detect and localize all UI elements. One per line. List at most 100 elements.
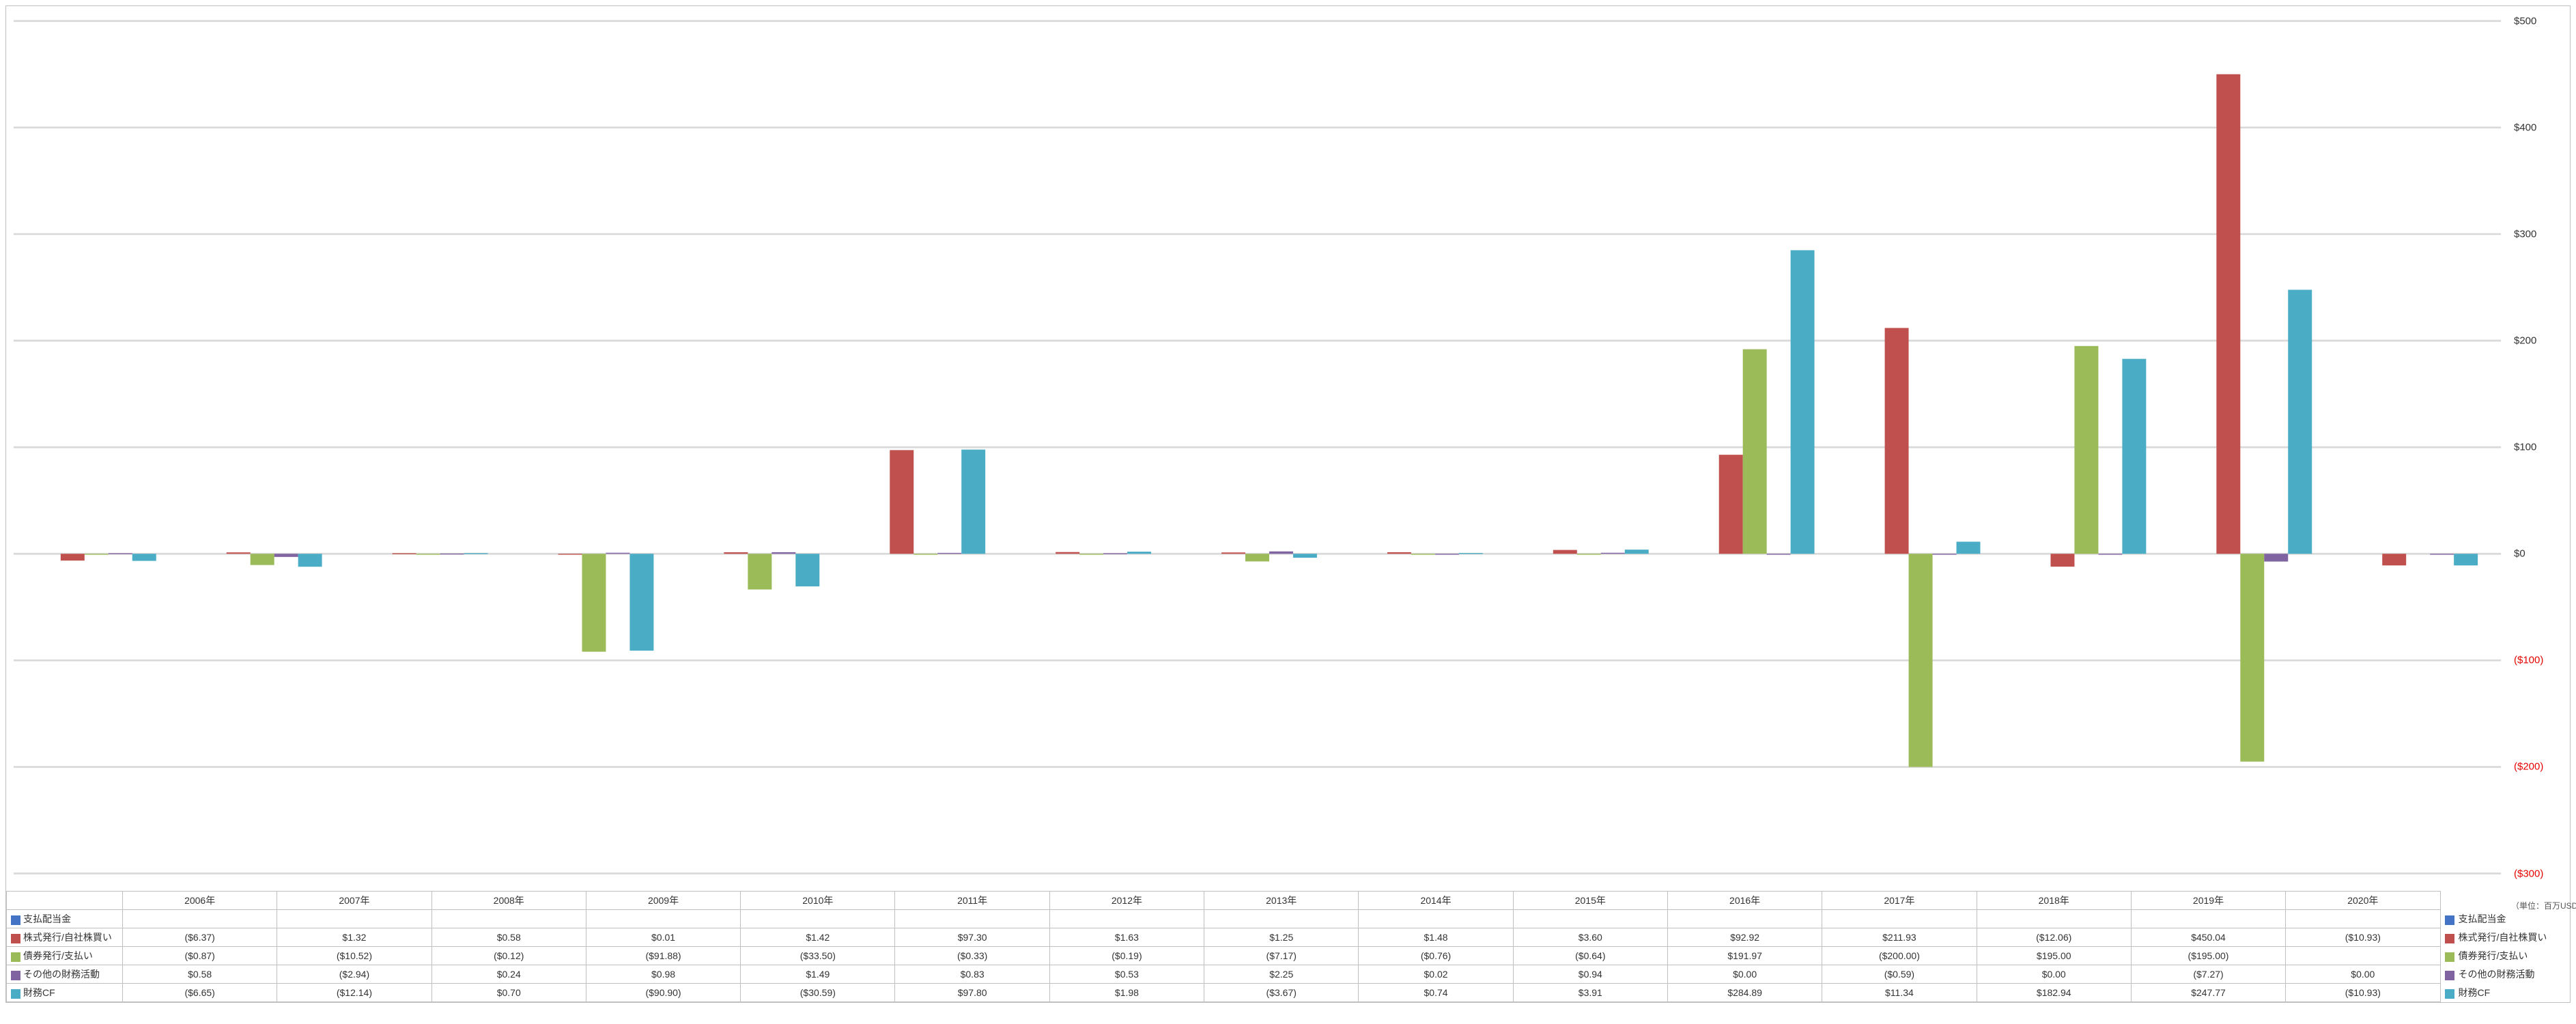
y-axis: （単位：百万USD） $500$400$300$200$100$0($100)(…	[2508, 6, 2570, 888]
dividends-swatch	[11, 915, 20, 925]
data-cell: ($10.93)	[2286, 928, 2440, 947]
legend-item: 支払配当金	[2440, 910, 2570, 928]
table-header-row: 2006年2007年2008年2009年2010年2011年2012年2013年…	[7, 892, 2571, 910]
row-label: 債券発行/支払い	[23, 950, 93, 961]
table-row: 支払配当金 支払配当金	[7, 910, 2571, 928]
data-cell: $3.60	[1513, 928, 1667, 947]
data-cell: $0.70	[431, 984, 586, 1002]
table-row: 株式発行/自社株買い($6.37)$1.32$0.58$0.01$1.42$97…	[7, 928, 2571, 947]
column-header: 2007年	[277, 892, 431, 910]
column-header: 2014年	[1359, 892, 1513, 910]
y-tick-label: $500	[2514, 15, 2536, 27]
data-cell: $1.98	[1049, 984, 1204, 1002]
column-header: 2016年	[1667, 892, 1822, 910]
data-cell: ($30.59)	[741, 984, 895, 1002]
data-cell: ($0.12)	[431, 947, 586, 965]
data-cell	[2286, 910, 2440, 928]
data-cell: ($0.64)	[1513, 947, 1667, 965]
data-cell: ($7.17)	[1204, 947, 1359, 965]
data-table: 2006年2007年2008年2009年2010年2011年2012年2013年…	[6, 891, 2570, 1002]
column-header: 2010年	[741, 892, 895, 910]
data-cell	[123, 910, 277, 928]
data-cell	[895, 910, 1049, 928]
column-header: 2013年	[1204, 892, 1359, 910]
column-header: 2017年	[1822, 892, 1977, 910]
equity-legend-swatch	[2445, 934, 2454, 943]
data-cell: $2.25	[1204, 965, 1359, 984]
legend-label: その他の財務活動	[2459, 969, 2535, 980]
data-cell	[1822, 910, 1977, 928]
column-header: 2011年	[895, 892, 1049, 910]
data-cell: $0.98	[586, 965, 740, 984]
row-label: その他の財務活動	[23, 969, 100, 980]
data-cell: $0.01	[586, 928, 740, 947]
y-tick-label: $100	[2514, 442, 2536, 453]
unit-label: （単位：百万USD）	[2511, 900, 2576, 911]
data-cell: $0.00	[1667, 965, 1822, 984]
data-cell: $97.80	[895, 984, 1049, 1002]
data-cell: $1.42	[741, 928, 895, 947]
column-header: 2015年	[1513, 892, 1667, 910]
data-cell: $211.93	[1822, 928, 1977, 947]
data-cell	[1513, 910, 1667, 928]
fincf-swatch	[11, 989, 20, 999]
data-cell: $1.25	[1204, 928, 1359, 947]
data-cell: ($7.27)	[2131, 965, 2285, 984]
row-label: 株式発行/自社株買い	[23, 932, 112, 943]
column-header: 2018年	[1977, 892, 2131, 910]
data-cell: ($12.06)	[1977, 928, 2131, 947]
equity-swatch	[11, 934, 20, 943]
data-cell: $11.34	[1822, 984, 1977, 1002]
data-cell: $1.32	[277, 928, 431, 947]
column-header: 2019年	[2131, 892, 2285, 910]
row-label: 支払配当金	[23, 913, 71, 924]
data-cell	[1359, 910, 1513, 928]
legend-label: 債券発行/支払い	[2459, 950, 2528, 961]
data-cell: $1.49	[741, 965, 895, 984]
data-cell: ($10.52)	[277, 947, 431, 965]
bar-chart-svg	[6, 6, 2508, 888]
data-cell: $0.74	[1359, 984, 1513, 1002]
column-header: 2008年	[431, 892, 586, 910]
data-cell: $191.97	[1667, 947, 1822, 965]
debt-swatch	[11, 952, 20, 962]
y-tick-label: $0	[2514, 548, 2525, 560]
data-cell	[277, 910, 431, 928]
table-corner	[7, 892, 123, 910]
data-cell: ($3.67)	[1204, 984, 1359, 1002]
data-cell	[2286, 947, 2440, 965]
data-cell: ($2.94)	[277, 965, 431, 984]
data-cell: ($6.65)	[123, 984, 277, 1002]
y-tick-label: ($100)	[2514, 655, 2543, 666]
data-cell: ($90.90)	[586, 984, 740, 1002]
data-cell: $182.94	[1977, 984, 2131, 1002]
data-cell: ($200.00)	[1822, 947, 1977, 965]
column-header: 2012年	[1049, 892, 1204, 910]
row-header: その他の財務活動	[7, 965, 123, 984]
data-cell: $1.63	[1049, 928, 1204, 947]
table-row: その他の財務活動$0.58($2.94)$0.24$0.98$1.49$0.83…	[7, 965, 2571, 984]
data-cell	[1204, 910, 1359, 928]
other-legend-swatch	[2445, 971, 2454, 980]
data-cell: ($6.37)	[123, 928, 277, 947]
y-tick-label: $400	[2514, 122, 2536, 133]
data-cell: ($195.00)	[2131, 947, 2285, 965]
data-cell: $3.91	[1513, 984, 1667, 1002]
data-cell: $0.53	[1049, 965, 1204, 984]
data-cell: $0.58	[123, 965, 277, 984]
data-cell: $0.00	[2286, 965, 2440, 984]
data-cell	[741, 910, 895, 928]
data-cell: $92.92	[1667, 928, 1822, 947]
y-tick-label: $300	[2514, 228, 2536, 240]
data-cell: $1.48	[1359, 928, 1513, 947]
data-cell: $0.94	[1513, 965, 1667, 984]
data-cell	[1977, 910, 2131, 928]
chart-plot-area	[6, 6, 2508, 888]
y-tick-label: $200	[2514, 335, 2536, 347]
table-row: 財務CF($6.65)($12.14)$0.70($90.90)($30.59)…	[7, 984, 2571, 1002]
other-swatch	[11, 971, 20, 980]
data-cell: $195.00	[1977, 947, 2131, 965]
data-cell: ($10.93)	[2286, 984, 2440, 1002]
data-cell: $0.00	[1977, 965, 2131, 984]
data-cell	[2131, 910, 2285, 928]
